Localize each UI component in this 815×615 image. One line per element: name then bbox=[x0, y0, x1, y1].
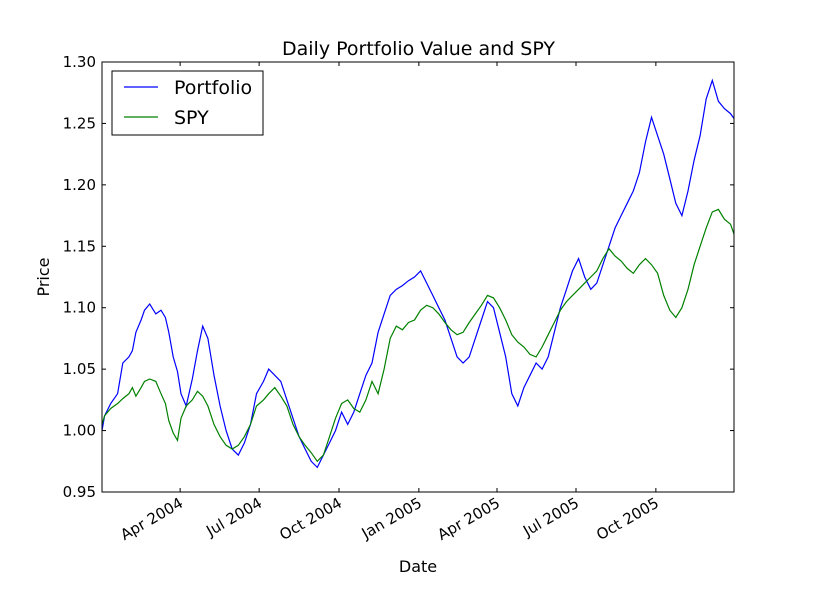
legend-box bbox=[111, 70, 264, 136]
y-axis-title: Price bbox=[34, 257, 53, 296]
y-tick-label: 1.30 bbox=[63, 53, 96, 71]
legend-label-portfolio: Portfolio bbox=[174, 77, 252, 99]
series-line-spy bbox=[101, 208, 735, 463]
y-tick-label: 1.05 bbox=[63, 360, 96, 378]
y-tick-label: 1.15 bbox=[63, 237, 96, 255]
chart-title: Daily Portfolio Value and SPY bbox=[282, 38, 555, 60]
y-tick-label: 1.10 bbox=[63, 299, 96, 317]
y-axis: 0.95 1.00 1.05 1.10 1.15 1.20 1.25 1.30 bbox=[63, 53, 734, 501]
y-tick-label: 0.95 bbox=[63, 483, 96, 501]
legend: Portfolio SPY bbox=[111, 70, 264, 136]
y-tick-label: 1.25 bbox=[63, 114, 96, 132]
x-axis-title: Date bbox=[399, 557, 437, 576]
legend-label-spy: SPY bbox=[174, 107, 209, 129]
y-tick-label: 1.00 bbox=[63, 422, 96, 440]
series-line-portfolio bbox=[101, 78, 735, 469]
plot-frame bbox=[101, 61, 735, 493]
y-tick-label: 1.20 bbox=[63, 176, 96, 194]
series-group bbox=[101, 78, 735, 469]
